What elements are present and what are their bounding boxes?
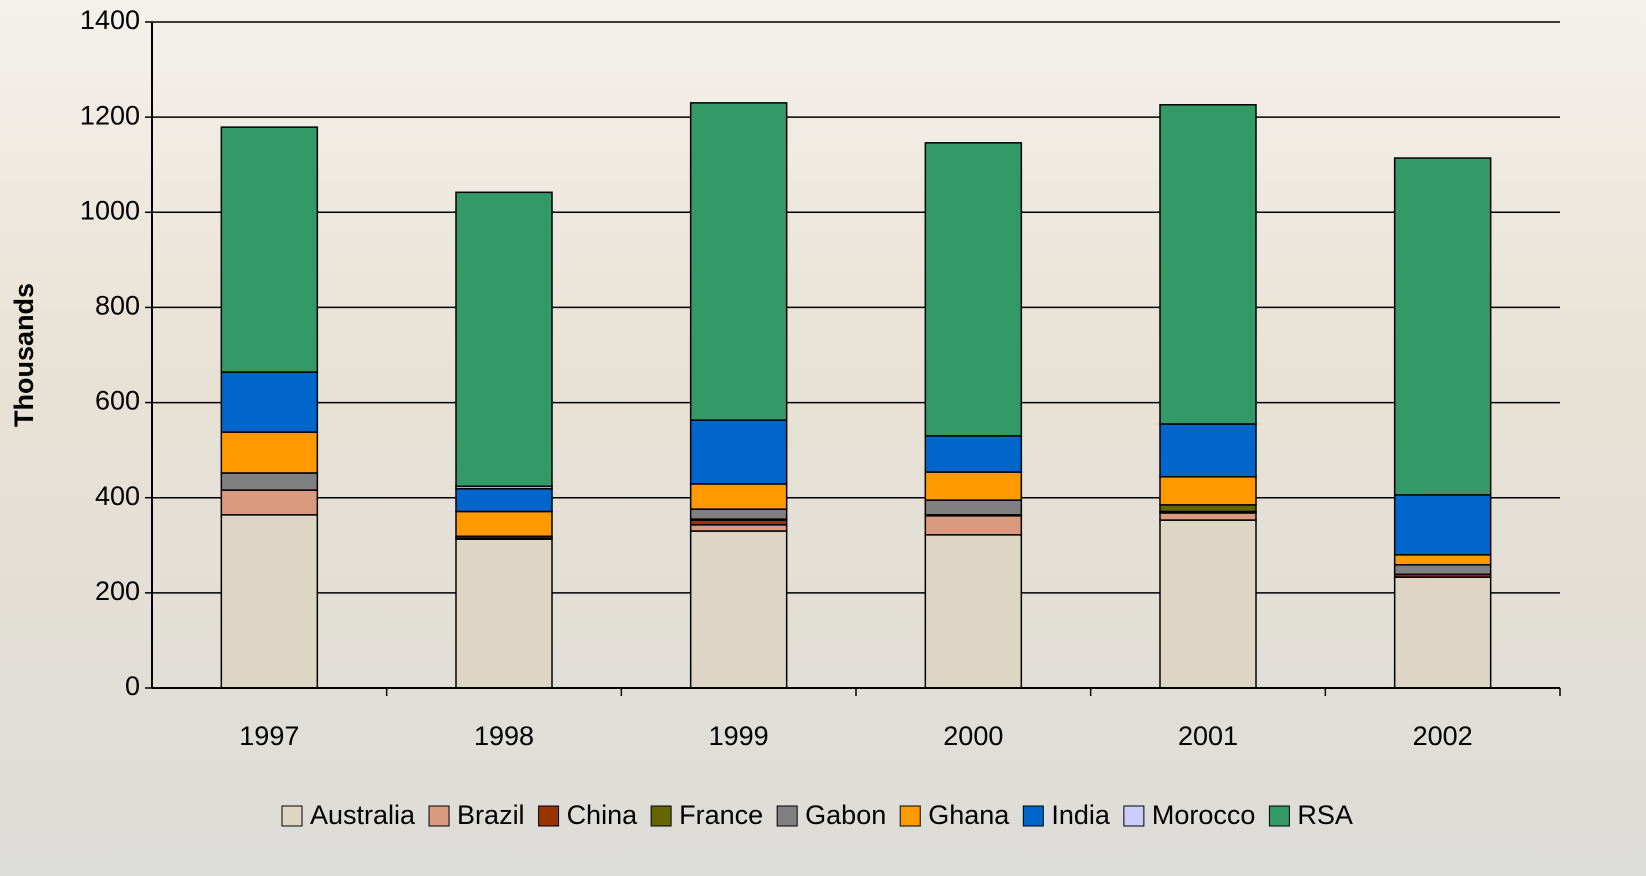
y-tick-label: 200 xyxy=(95,576,140,606)
bar-segment xyxy=(1159,104,1257,425)
x-tick-label: 2002 xyxy=(1413,721,1473,751)
legend-swatch xyxy=(428,805,450,827)
legend-label: China xyxy=(567,800,639,830)
legend-swatch xyxy=(538,805,560,827)
bar-segment xyxy=(924,142,1023,437)
bar-segment xyxy=(455,538,553,689)
bar-segment xyxy=(455,487,553,513)
y-tick-label: 1000 xyxy=(80,195,140,225)
y-tick-label: 0 xyxy=(125,671,140,701)
bar-segment xyxy=(220,472,319,491)
bar-segment xyxy=(689,419,788,485)
bar-segment xyxy=(1159,504,1257,513)
x-tick-label: 1998 xyxy=(474,721,534,751)
bar-segment xyxy=(924,499,1023,516)
bar-segment xyxy=(689,524,788,532)
bar-segment xyxy=(1159,476,1257,506)
legend-swatch xyxy=(650,805,672,827)
bar-segment xyxy=(1393,554,1492,566)
bar-segment xyxy=(689,102,788,421)
bar-segment xyxy=(924,435,1023,473)
y-tick-label: 800 xyxy=(95,291,140,321)
y-tick-label: 600 xyxy=(95,386,140,416)
x-tick-label: 2001 xyxy=(1178,721,1238,751)
legend-label: Brazil xyxy=(457,800,525,830)
legend-label: Gabon xyxy=(805,800,886,830)
legend-label: India xyxy=(1051,800,1111,830)
bar-segment xyxy=(1393,576,1492,689)
bar-segment xyxy=(689,508,788,520)
bar-segment xyxy=(220,431,319,474)
bar-segment xyxy=(1393,564,1492,576)
bar-segment xyxy=(455,510,553,537)
legend-swatch xyxy=(1268,805,1290,827)
legend-swatch xyxy=(899,805,921,827)
bar-segment xyxy=(689,530,788,689)
x-tick-label: 2000 xyxy=(943,721,1003,751)
bar-segment xyxy=(924,471,1023,501)
bar-segment xyxy=(1393,494,1492,556)
bar-segment xyxy=(220,514,319,689)
legend-swatch xyxy=(1123,805,1145,827)
y-tick-label: 400 xyxy=(95,481,140,511)
bar-segment xyxy=(455,191,553,488)
bar-segment xyxy=(689,483,788,510)
y-tick-label: 1200 xyxy=(80,100,140,130)
legend-label: France xyxy=(679,800,763,830)
x-tick-label: 1997 xyxy=(239,721,299,751)
legend-label: Australia xyxy=(310,800,416,830)
y-tick-label: 1400 xyxy=(80,5,140,35)
legend-label: Morocco xyxy=(1152,800,1256,830)
x-tick-label: 1999 xyxy=(709,721,769,751)
legend-label: RSA xyxy=(1297,800,1353,830)
legend-label: Ghana xyxy=(928,800,1010,830)
legend-swatch xyxy=(776,805,798,827)
bar-segment xyxy=(220,489,319,516)
bar-segment xyxy=(1393,157,1492,496)
bar-segment xyxy=(924,534,1023,689)
bar-segment xyxy=(220,126,319,373)
y-axis-title: Thousands xyxy=(9,283,39,427)
bar-segment xyxy=(1159,423,1257,478)
bar-segment xyxy=(220,371,319,433)
bar-segment xyxy=(1159,512,1257,521)
legend-swatch xyxy=(281,805,303,827)
bar-segment xyxy=(924,515,1023,536)
legend-swatch xyxy=(1022,805,1044,827)
bar-segment xyxy=(1159,519,1257,689)
